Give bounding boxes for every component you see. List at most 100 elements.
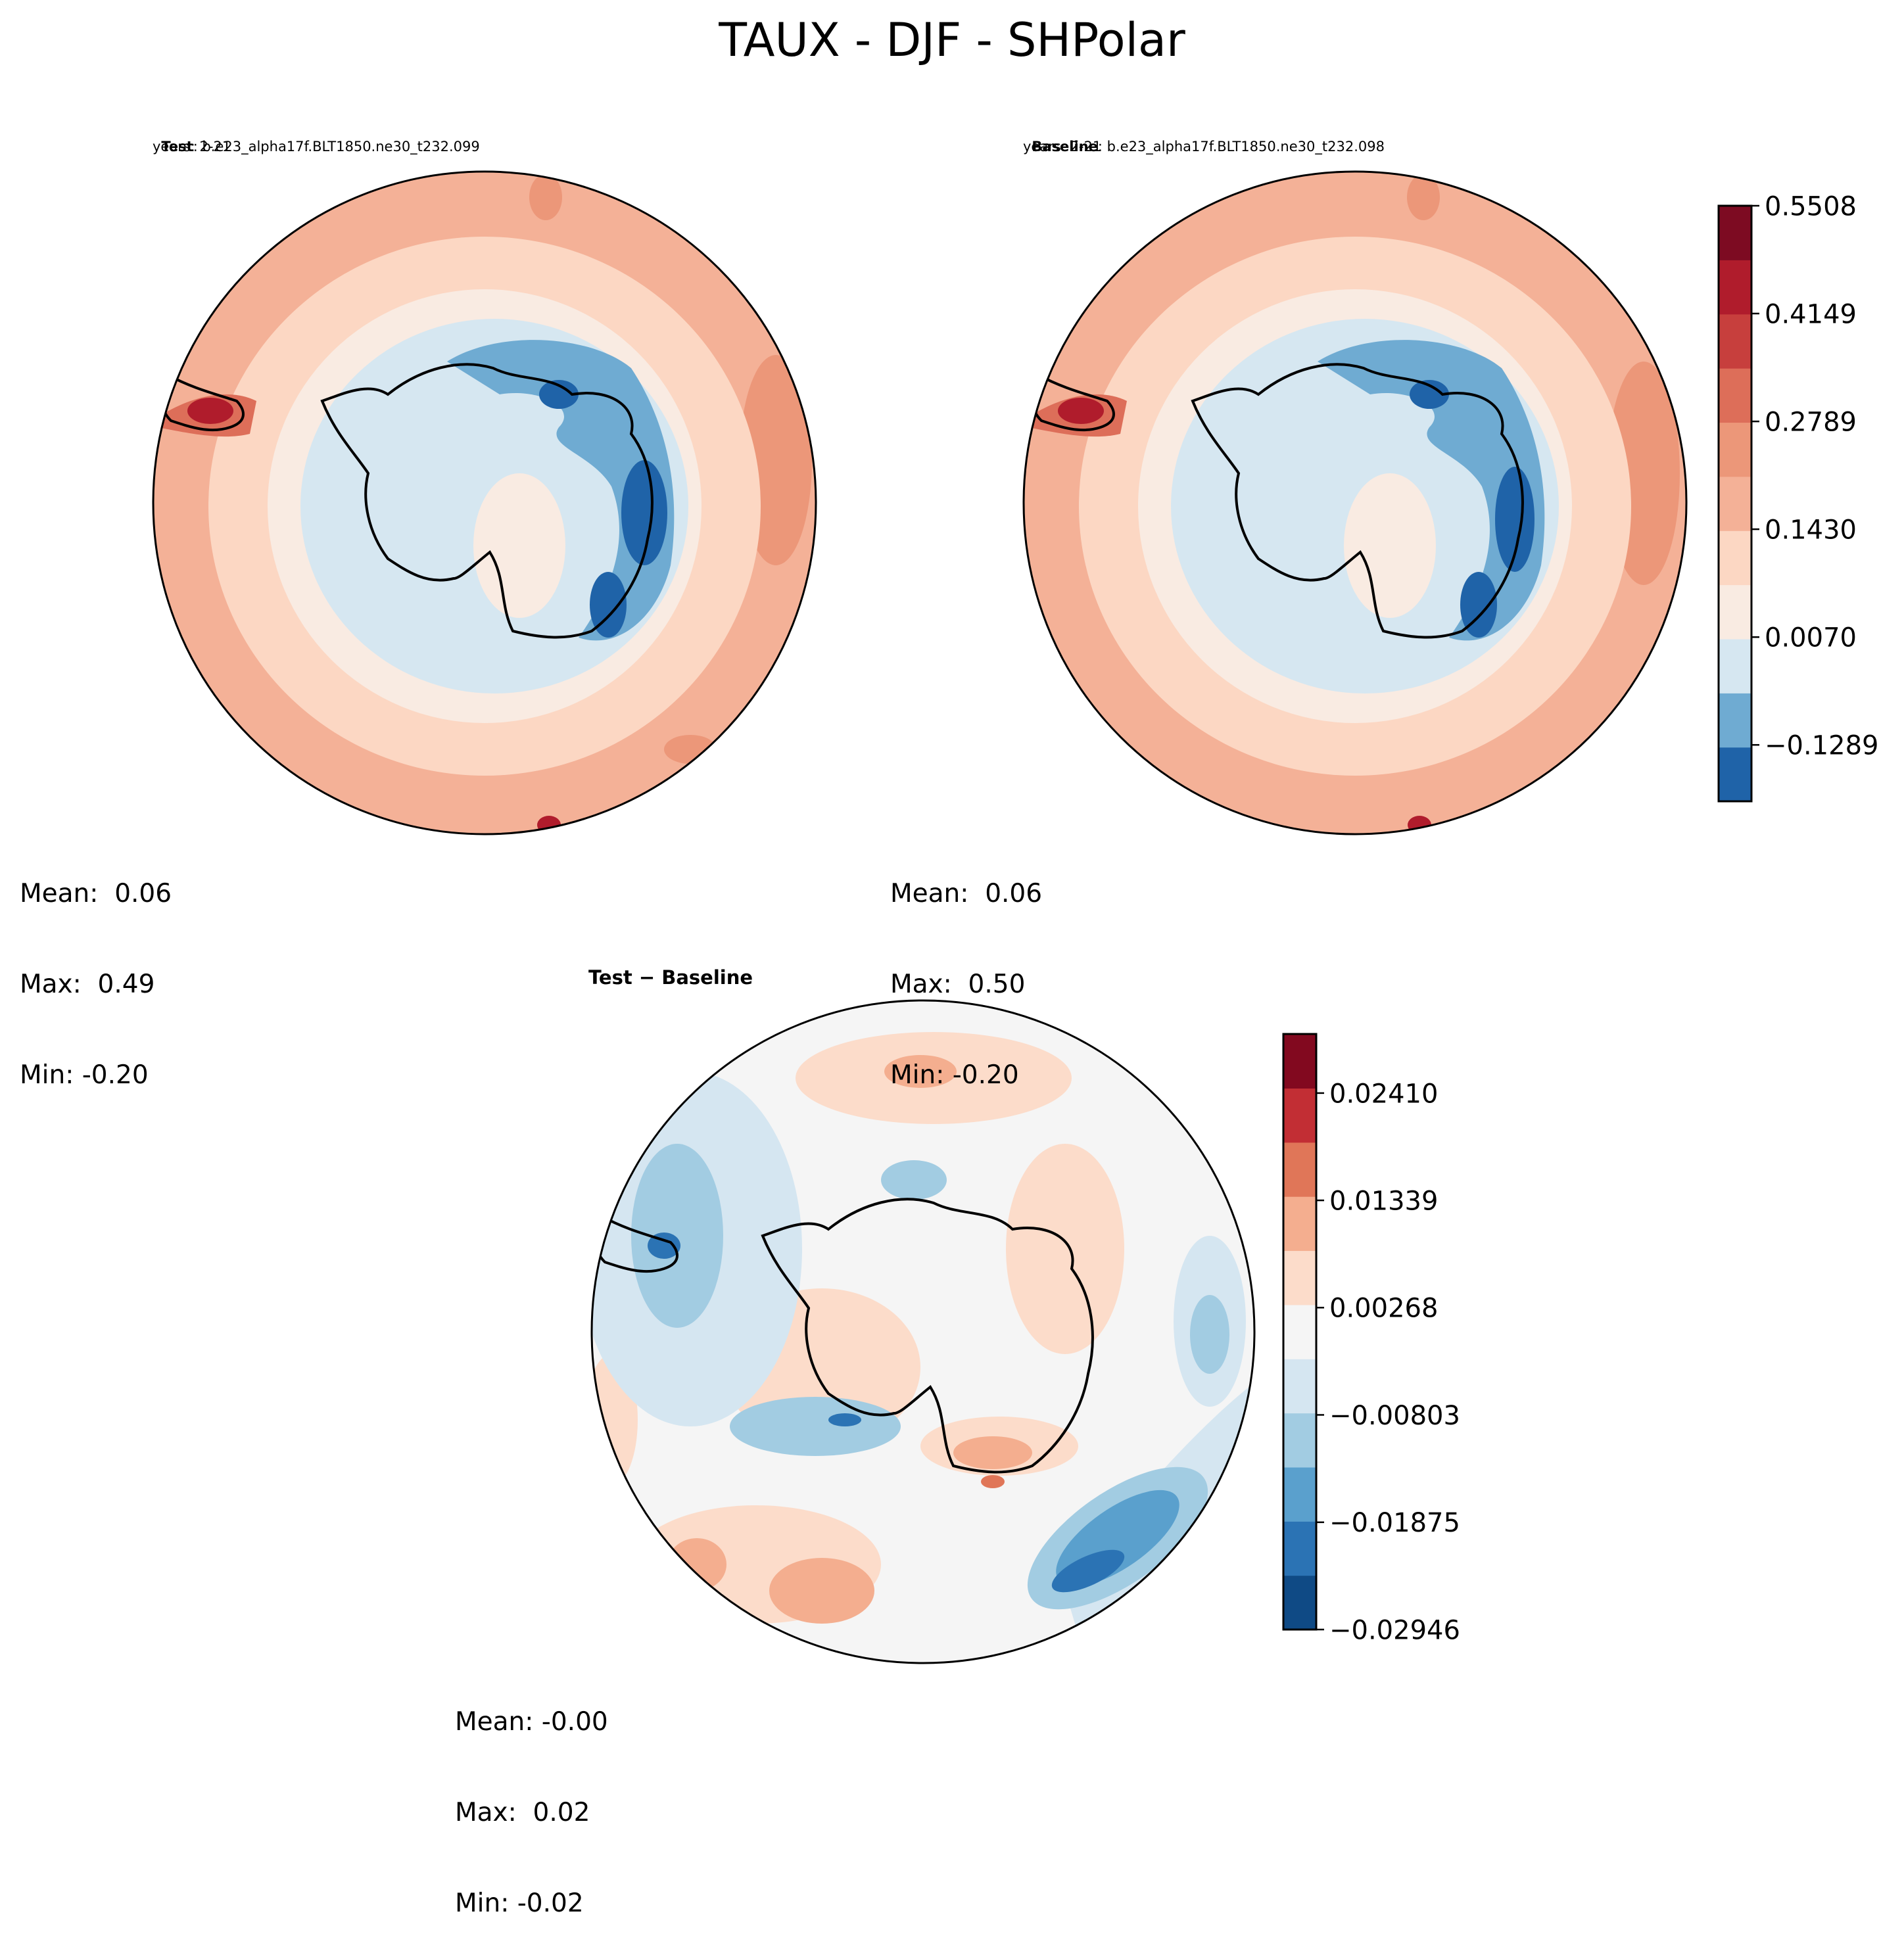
colorbar-segment [1719,638,1751,693]
figure-canvas: 0.5508 0.4149 0.2789 0.1430 0.0070 −0.1289 0.… [152,170,1878,1664]
colorbar-segment [1719,422,1751,477]
level-band [631,1144,723,1328]
level-band [648,1233,680,1259]
colorbar-segment [1719,530,1751,586]
test-map-border [152,170,817,835]
level-band [981,1475,1005,1488]
colorbar-segment [1719,693,1751,748]
baseline-map [1024,172,1686,834]
colorbar-diff: 0.02410 0.01339 0.00268 −0.00803 −0.01875 −0.… [1282,1033,1460,1645]
colorbar-main-tick-label: 0.0070 [1765,623,1857,653]
colorbar-diff-tick-label: 0.00268 [1329,1294,1438,1324]
colorbar-diff-tick-label: 0.01339 [1329,1186,1438,1216]
colorbar-main-tick-label: 0.5508 [1765,191,1857,222]
level-band [1410,380,1449,409]
test-stats: Mean: 0.06 Max: 0.49 Min: -0.20 [20,818,172,1121]
colorbar-segment [1283,1304,1316,1359]
level-band [730,1397,901,1456]
colorbar-segment [1719,368,1751,423]
baseline-label: Baseline [1032,139,1098,154]
difference-min: Min: -0.02 [455,1889,584,1918]
baseline-map-border [1022,170,1688,835]
test-max: Max: 0.49 [20,970,155,999]
level-band [1051,1549,1125,1593]
level-band [881,1160,947,1200]
coastline [162,372,245,432]
level-band [529,174,562,220]
difference-map [592,1000,1254,1663]
baseline-stats: Mean: 0.06 Max: 0.50 Min: -0.20 [890,818,1042,1121]
test-mean: Mean: 0.06 [20,879,172,908]
coastline [1032,372,1115,432]
colorbar-diff-tick-label: −0.01875 [1329,1508,1460,1538]
colorbar-main-tick-label: 0.4149 [1765,299,1857,329]
baseline-max: Max: 0.50 [890,970,1026,999]
level-band [537,816,561,834]
level-band [539,380,579,409]
colorbar-segment [1283,1034,1316,1089]
difference-max: Max: 0.02 [455,1798,590,1827]
colorbar-segment [1283,1413,1316,1468]
colorbar-segment [1719,260,1751,315]
colorbar-segment [1283,1088,1316,1143]
colorbar-frame [1282,1033,1318,1631]
colorbar-main-tick-label: 0.1430 [1765,515,1857,545]
colorbar-segment [1283,1575,1316,1630]
level-band [828,1413,861,1426]
level-band [187,398,233,424]
difference-mean: Mean: -0.00 [455,1707,608,1737]
coastline [1191,363,1524,639]
baseline-case-name: b.e23_alpha17f.BLT1850.ne30_t232.098 [1107,139,1385,154]
colorbar-segment [1283,1359,1316,1414]
level-band [1408,816,1431,834]
baseline-min: Min: -0.20 [890,1060,1019,1090]
level-band [884,1055,957,1088]
level-band [667,1538,726,1591]
level-band [1344,473,1436,618]
colorbar-frame [1717,204,1753,803]
colorbar-diff-tick-label: −0.02946 [1329,1615,1460,1645]
test-case-name: b.e23_alpha17f.BLT1850.ne30_t232.099 [202,139,480,154]
level-band [1318,340,1545,641]
baseline-subtitle: Baseline: b.e23_alpha17f.BLT1850.ne30_t2… [1032,139,1385,154]
colorbar-diff-tick-label: −0.00803 [1329,1401,1460,1431]
coastline [320,363,654,639]
colorbar-segment [1283,1521,1316,1576]
level-band [447,340,675,641]
level-band [769,1558,874,1624]
figure-title: TAUX - DJF - SHPolar [719,13,1185,67]
colorbar-segment [1719,584,1751,640]
test-subtitle: Test: b.e23_alpha17f.BLT1850.ne30_t232.0… [161,139,480,154]
colorbar-segment [1283,1142,1316,1197]
coastline [761,1198,1094,1474]
difference-stats: Mean: -0.00 Max: 0.02 Min: -0.02 [455,1647,608,1949]
level-band [1407,174,1440,220]
colorbar-segment [1719,314,1751,369]
colorbar-segment [1719,206,1751,260]
baseline-mean: Mean: 0.06 [890,879,1043,908]
level-band [1495,467,1535,572]
colorbar-main-tick-label: 0.2789 [1765,408,1857,438]
difference-title: Test − Baseline [588,966,753,989]
level-band [953,1436,1032,1469]
level-band [664,735,717,764]
test-label: Test [161,139,193,154]
colorbar-main: 0.5508 0.4149 0.2789 0.1430 0.0070 −0.1289 [1717,191,1878,803]
baseline-years: years: 2-21 [1023,139,1102,154]
colorbar-main-tick-label: −0.1289 [1765,731,1878,761]
level-band [1058,398,1104,424]
level-band [1006,1144,1124,1354]
difference-map-border [590,999,1256,1664]
test-min: Min: -0.20 [20,1060,149,1090]
test-map [153,172,816,834]
colorbar-segment [1719,476,1751,531]
test-years: years: 2-21 [153,139,231,154]
colorbar-segment [1719,747,1751,802]
colorbar-diff-tick-label: 0.02410 [1329,1079,1438,1109]
level-band [621,460,667,565]
colorbar-segment [1283,1196,1316,1252]
level-band [1190,1295,1229,1374]
level-band [590,572,627,638]
colorbar-segment [1283,1250,1316,1305]
level-band [1460,572,1497,638]
